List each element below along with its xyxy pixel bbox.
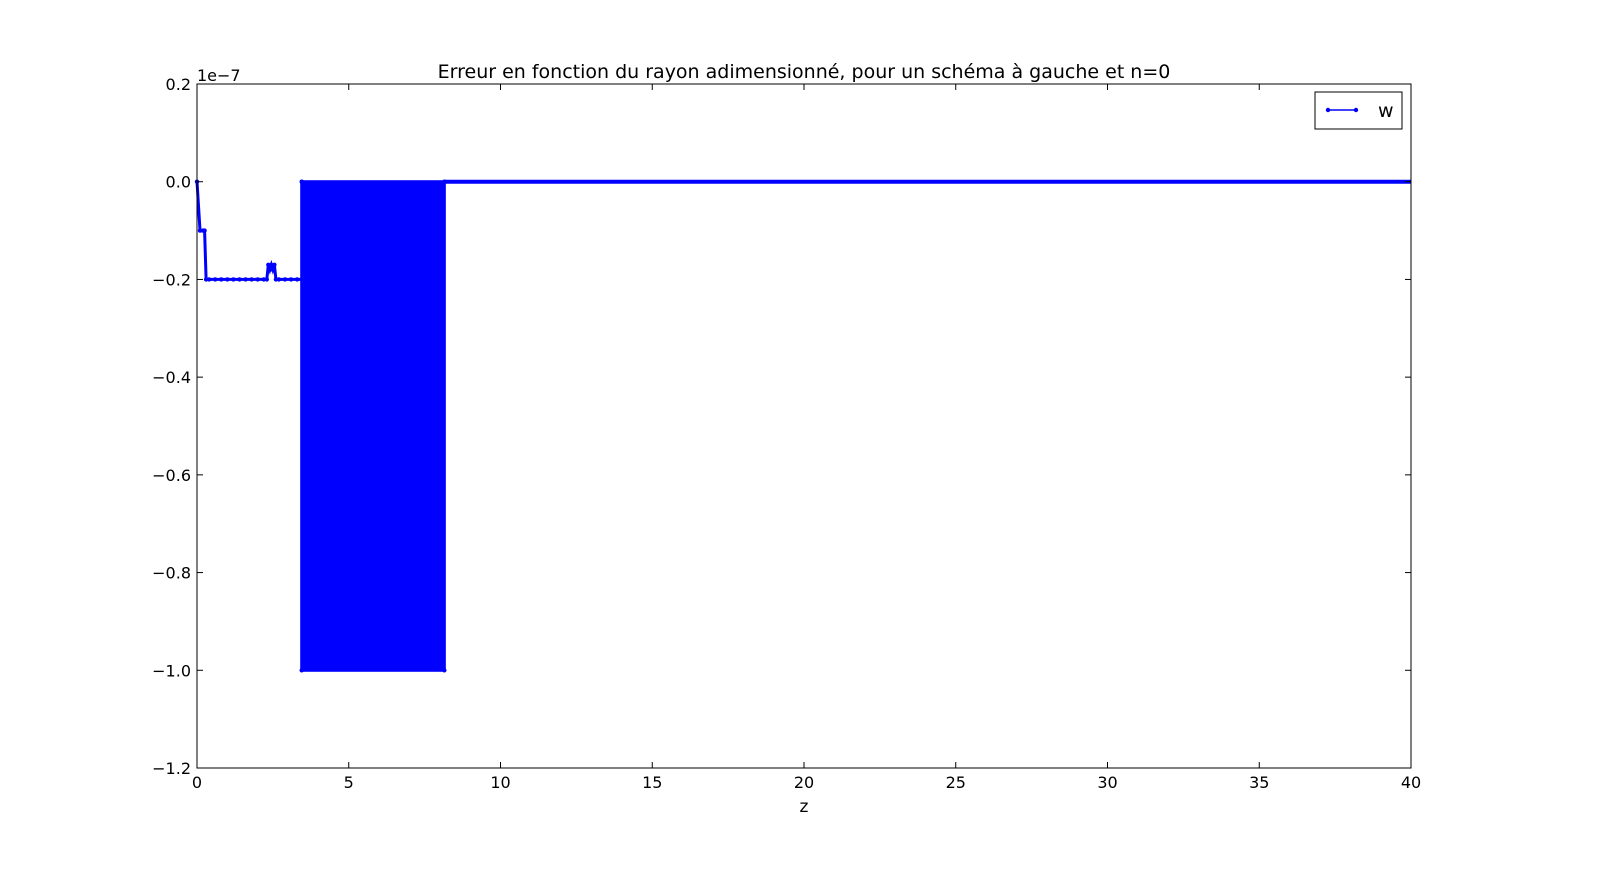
series-line-0 — [195, 181, 302, 281]
data-point — [202, 228, 207, 233]
x-tick-label: 10 — [490, 773, 510, 792]
data-point — [197, 228, 203, 233]
x-axis-label: z — [800, 797, 809, 817]
data-point — [288, 277, 294, 282]
data-point — [267, 267, 273, 272]
x-tick-label: 35 — [1249, 773, 1269, 792]
data-point — [261, 277, 266, 282]
x-tick-label: 15 — [642, 773, 662, 792]
data-point — [219, 277, 224, 282]
legend-marker-right — [1353, 107, 1359, 113]
legend: w — [1314, 91, 1403, 130]
data-point — [269, 262, 274, 267]
data-point — [266, 262, 271, 267]
chart-title: Erreur en fonction du rayon adimensionné… — [438, 61, 1171, 83]
data-point — [276, 277, 282, 282]
data-point — [272, 262, 277, 267]
x-tick-label: 20 — [794, 773, 814, 792]
data-point — [294, 277, 300, 282]
data-point — [243, 277, 248, 282]
y-tick-label: −0.2 — [152, 270, 191, 289]
x-tick-label: 25 — [946, 773, 966, 792]
y-tick-label: −1.0 — [152, 661, 191, 680]
x-tick-label: 30 — [1097, 773, 1117, 792]
data-point — [213, 277, 218, 282]
ticks-layer: 0 5 10 15 20 25 30 35 40 0.2 0.0 −0.2 −0.4 −0.6 −0.8 −1… — [152, 75, 1421, 792]
data-point — [206, 277, 212, 282]
legend-label: w — [1378, 100, 1394, 122]
x-tick-label: 40 — [1401, 773, 1421, 792]
band-corner-point — [442, 668, 447, 673]
data-point — [249, 277, 254, 282]
data-point — [273, 277, 279, 282]
x-tick-label: 5 — [344, 773, 354, 792]
y-tick-label: 0.2 — [166, 75, 191, 94]
y-tick-label: −0.6 — [152, 466, 191, 485]
data-point — [270, 267, 276, 272]
data-layer — [194, 179, 1411, 673]
y-tick-label: −0.4 — [152, 368, 191, 387]
y-tick-label: −0.8 — [152, 564, 191, 583]
data-point — [282, 277, 288, 282]
x-tick-label: 0 — [192, 773, 202, 792]
data-point — [264, 277, 270, 282]
band-corner-point — [299, 179, 304, 184]
data-point — [237, 277, 242, 282]
legend-marker-left — [1325, 107, 1331, 113]
y-tick-label: −1.2 — [152, 759, 191, 778]
data-point — [255, 277, 260, 282]
band-corner-point — [299, 668, 304, 673]
data-point — [231, 277, 236, 282]
data-point — [203, 277, 209, 282]
oscillation-band — [300, 180, 446, 672]
y-scale-label: 1e−7 — [197, 66, 241, 85]
data-point — [225, 277, 230, 282]
y-tick-label: 0.0 — [166, 173, 191, 192]
